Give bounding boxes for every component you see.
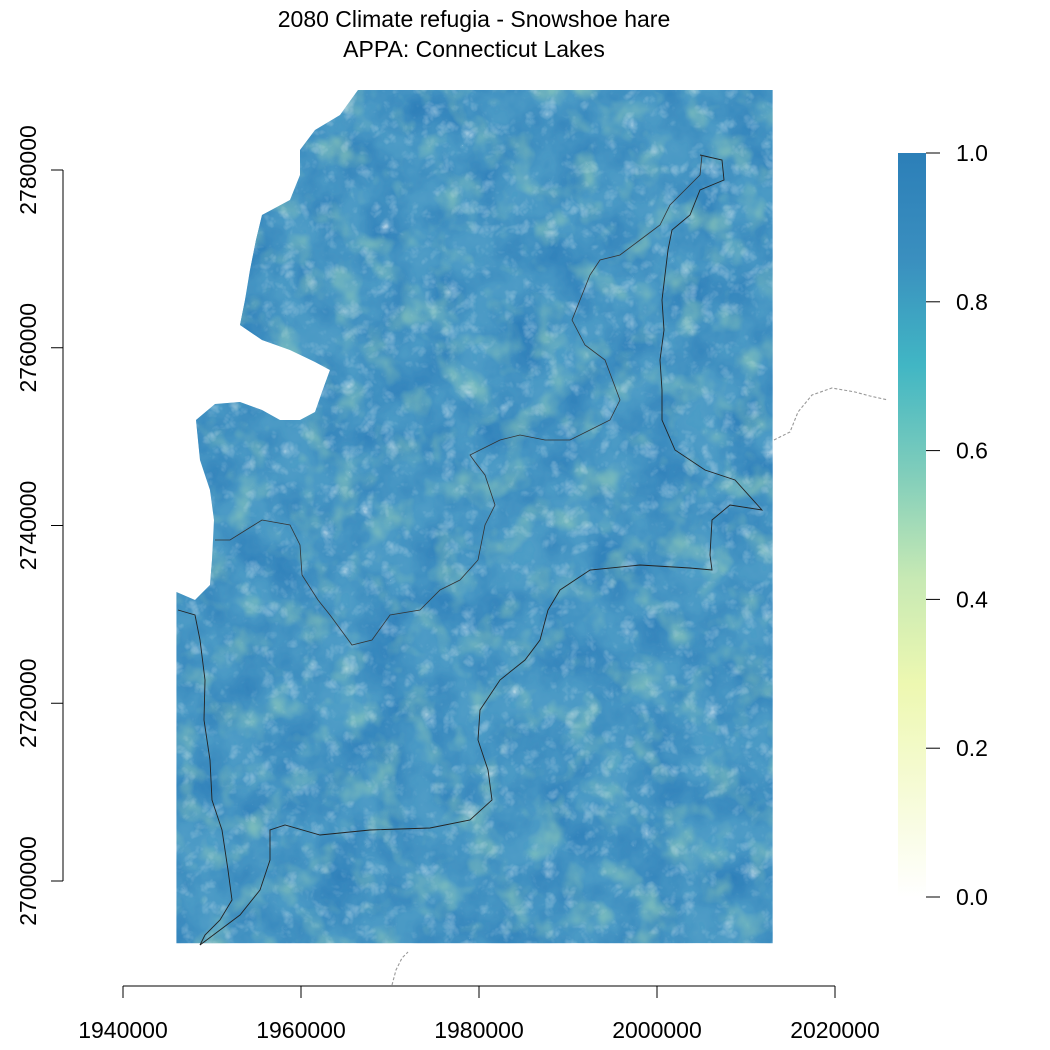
- y-tick-label: 2700000: [15, 836, 41, 926]
- legend-tick-label: 0.2: [956, 735, 988, 761]
- y-tick-label: 2780000: [15, 125, 41, 215]
- x-tick-label: 1940000: [78, 1017, 168, 1043]
- map-title-line2: APPA: Connecticut Lakes: [343, 36, 605, 62]
- refugia-raster: [176, 90, 773, 944]
- legend-ticks: 0.0 0.2 0.4 0.6 0.8 1.0: [926, 140, 988, 910]
- dashed-boundary-east: [773, 387, 889, 441]
- x-tick-label: 1960000: [256, 1017, 346, 1043]
- y-axis: 2700000 2720000 2740000 2760000 2780000: [15, 125, 64, 926]
- legend-tick-label: 0.4: [956, 586, 988, 612]
- legend-tick-label: 0.8: [956, 289, 988, 315]
- state-boundary-line: [177, 609, 233, 946]
- y-axis-ticks: 2700000 2720000 2740000 2760000 2780000: [15, 125, 63, 926]
- x-tick-label: 1980000: [434, 1017, 524, 1043]
- map-title-line1: 2080 Climate refugia - Snowshoe hare: [278, 6, 671, 32]
- legend-color-bar: [898, 153, 926, 897]
- y-tick-label: 2740000: [15, 481, 41, 571]
- legend-tick-label: 1.0: [956, 140, 988, 166]
- y-tick-label: 2720000: [15, 658, 41, 748]
- color-legend: 0.0 0.2 0.4 0.6 0.8 1.0: [898, 140, 988, 910]
- legend-tick-label: 0.0: [956, 884, 988, 910]
- x-tick-label: 2000000: [612, 1017, 702, 1043]
- park-boundary-line: [199, 154, 764, 946]
- x-axis-ticks: 1940000 1960000 1980000 2000000 2020000: [78, 986, 880, 1043]
- x-tick-label: 2020000: [790, 1017, 880, 1043]
- x-axis: 1940000 1960000 1980000 2000000 2020000: [78, 985, 880, 1043]
- boundary-lines: [177, 154, 889, 986]
- dashed-boundary-south: [391, 951, 409, 986]
- region-boundary-line: [215, 154, 703, 646]
- raster-low-value-layer: [176, 90, 773, 944]
- legend-tick-label: 0.6: [956, 438, 988, 464]
- y-tick-label: 2760000: [15, 303, 41, 393]
